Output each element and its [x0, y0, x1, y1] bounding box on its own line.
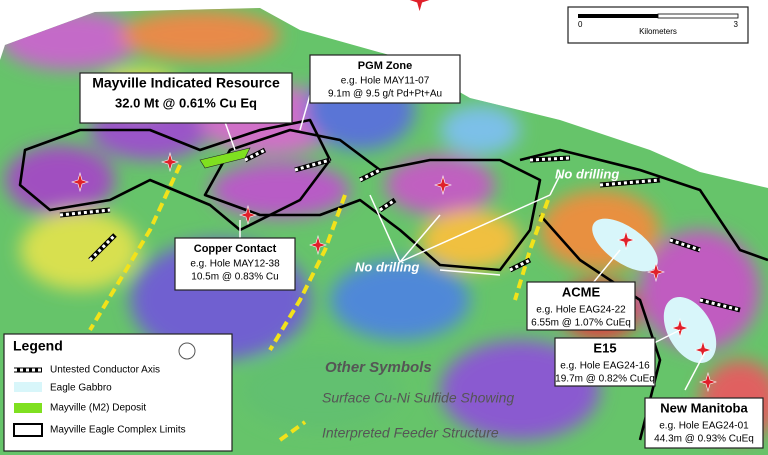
legend-item: Untested Conductor Axis [50, 365, 160, 376]
map-shape [519, 148, 768, 441]
other-symbols-title: Other Symbols [325, 359, 432, 376]
map-shape [0, 10, 140, 70]
map-shape [440, 105, 520, 155]
callout-line: 10.5m @ 0.83% Cu [191, 272, 278, 283]
legend-item: Mayville (M2) Deposit [50, 403, 146, 414]
legend-item: Mayville Eagle Complex Limits [50, 425, 186, 436]
legend: Legend Untested Conductor Axis Eagle Gab… [3, 333, 233, 452]
callout-line: e.g. Hole MAY12-38 [190, 259, 280, 270]
callout-line: 19.7m @ 0.82% CuEq [555, 374, 655, 385]
map-shape [59, 148, 741, 312]
symbol-label: Surface Cu-Ni Sulfide Showing [322, 390, 514, 406]
map-shape [578, 14, 658, 18]
callout-box [79, 72, 293, 124]
map-shape [20, 210, 140, 290]
map-shape [330, 260, 470, 340]
callout-line: e.g. Hole EAG24-22 [536, 305, 626, 316]
map-shape [657, 13, 739, 19]
callouts: Mayville Indicated Resource 32.0 Mt @ 0.6… [79, 54, 764, 449]
scale-unit: Kilometers [639, 27, 677, 36]
pointer-lines [219, 94, 706, 391]
map-shape [240, 350, 400, 430]
conductor-axes [59, 147, 741, 313]
callout-box [644, 397, 764, 449]
map-shape [210, 162, 350, 218]
callout-title: New Manitoba [660, 400, 748, 415]
callout-line: e.g. Hole MAY11-07 [341, 76, 430, 87]
showing-star [407, 0, 432, 14]
map-shape [0, 10, 768, 440]
callout-line: e.g. Hole EAG24-01 [659, 421, 749, 432]
callout-line: e.g. Hole EAG24-16 [560, 361, 650, 372]
callout-line: 9.1m @ 9.5 g/t Pd+Pt+Au [328, 89, 442, 100]
map-shape [88, 164, 182, 332]
legend-item: Eagle Gabbro [50, 383, 112, 394]
callout-box [309, 54, 461, 104]
map-shape [203, 128, 542, 272]
callout-line: 44.3m @ 0.93% CuEq [654, 434, 754, 445]
callout-box [174, 237, 296, 291]
callout-box [526, 281, 636, 331]
map-shape [120, 10, 280, 60]
callout-box [554, 337, 656, 387]
callout-title: ACME [562, 284, 601, 299]
map-shape [219, 94, 706, 391]
map-shape [178, 342, 196, 360]
scale-max: 3 [734, 20, 739, 29]
map-shape [18, 118, 332, 232]
callout-line: 32.0 Mt @ 0.61% Cu Eq [115, 95, 257, 110]
map-label: No drilling [555, 166, 619, 181]
map-shape [5, 145, 115, 215]
legend-title: Legend [13, 338, 63, 354]
scale-bar: 0 3 Kilometers [567, 6, 749, 44]
map-shape [420, 210, 520, 270]
symbol-label: Interpreted Feeder Structure [322, 425, 499, 441]
callout-line: 6.55m @ 1.07% CuEq [531, 318, 631, 329]
map-shape [567, 6, 749, 44]
other-symbols: Other Symbols Surface Cu-Ni Sulfide Show… [278, 0, 514, 442]
map-shape [14, 382, 42, 392]
map-shape [14, 403, 42, 413]
callout-title: E15 [593, 340, 616, 355]
map-shape [268, 194, 347, 352]
callout-title: Mayville Indicated Resource [92, 75, 280, 91]
callout-title: Copper Contact [194, 243, 277, 255]
map-label: No drilling [355, 259, 419, 274]
map-shape [278, 420, 307, 442]
map-shape [13, 423, 43, 437]
mayville-deposit [199, 147, 251, 169]
callout-title: PGM Zone [358, 60, 412, 72]
scale-min: 0 [578, 20, 583, 29]
map-shape [513, 199, 550, 301]
